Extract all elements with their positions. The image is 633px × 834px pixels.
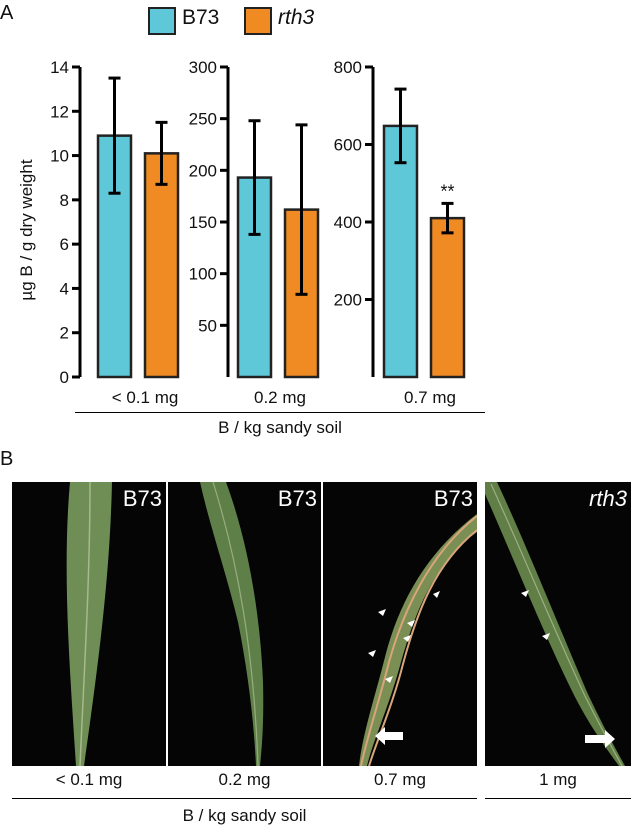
leaf-image — [359, 514, 477, 766]
y-tick-label: 800 — [334, 58, 362, 77]
y-tick-label: 8 — [60, 191, 69, 210]
leaf-photo-2: B73 — [168, 482, 321, 766]
legend-b73-swatch — [148, 7, 176, 35]
category-label-2: 0.2 mg — [254, 388, 306, 407]
y-tick-label: 200 — [189, 161, 217, 180]
y-tick-label: 14 — [50, 58, 69, 77]
y-tick-label: 10 — [50, 147, 69, 166]
y-tick-label: 0 — [60, 368, 69, 387]
leaf-image — [485, 482, 625, 766]
photo-label-4: rth3 — [589, 486, 627, 511]
condition-label-4: 1 mg — [539, 770, 577, 789]
photo-label-2: B73 — [277, 486, 317, 511]
category-label-1: < 0.1 mg — [111, 388, 179, 407]
y-tick-label: 6 — [60, 235, 69, 254]
leaf-image — [66, 482, 112, 766]
y-tick-label: 150 — [189, 213, 217, 232]
arrow-right-icon — [585, 730, 615, 748]
bar-chart: 0 2 4 6 8 10 12 14 50 100 150 200 250 300 200 400 600 800… — [50, 58, 466, 387]
panel-b-x-label: B / kg sandy soil — [182, 806, 307, 825]
arrow-left-icon — [375, 727, 403, 745]
y-tick-label: 12 — [50, 102, 69, 121]
photo-label-3: B73 — [433, 486, 473, 511]
x-axis-group-rule — [75, 412, 485, 413]
legend-b73-label: B73 — [182, 6, 220, 29]
y-tick-label: 600 — [334, 136, 362, 155]
y-tick-label: 400 — [334, 213, 362, 232]
photo-label-1: B73 — [122, 486, 162, 511]
soil-group-rule — [12, 798, 477, 799]
bar-rth3 — [429, 216, 466, 379]
x-axis-label: B / kg sandy soil — [218, 418, 342, 437]
leaf-photo-3: B73 — [323, 482, 477, 766]
y-tick-label: 250 — [189, 110, 217, 129]
panel-a-letter: A — [0, 2, 14, 24]
leaf-image — [200, 482, 264, 766]
bar-B73 — [382, 124, 419, 379]
y-tick-label: 2 — [60, 324, 69, 343]
leaf-photo-4: rth3 — [485, 482, 631, 766]
panel-b-letter: B — [0, 448, 14, 470]
y-tick-label: 50 — [198, 316, 217, 335]
condition-label-1: < 0.1 mg — [55, 770, 123, 789]
leaf-photo-1: B73 — [12, 482, 166, 766]
condition-label-3: 0.7 mg — [374, 770, 426, 789]
soil-group-rule-2 — [485, 798, 631, 799]
bar-rth3 — [143, 152, 180, 379]
legend-rth3-swatch — [244, 7, 272, 35]
condition-label-2: 0.2 mg — [218, 770, 271, 789]
significance-annotation: ** — [440, 181, 454, 201]
legend-rth3-label: rth3 — [278, 6, 315, 29]
y-tick-label: 300 — [189, 58, 217, 77]
category-label-3: 0.7 mg — [404, 388, 456, 407]
y-tick-label: 200 — [334, 291, 362, 310]
y-tick-label: 4 — [60, 279, 69, 298]
y-tick-label: 100 — [189, 265, 217, 284]
